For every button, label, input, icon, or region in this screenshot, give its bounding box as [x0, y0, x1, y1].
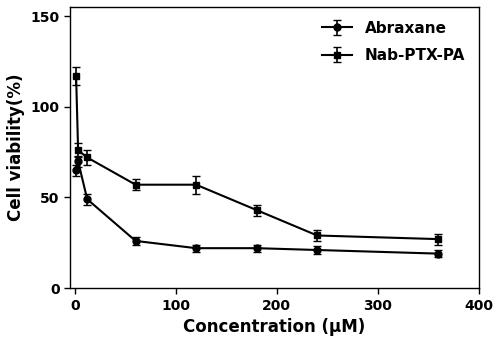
X-axis label: Concentration (μM): Concentration (μM) [183, 318, 366, 336]
Legend: Abraxane, Nab-PTX-PA: Abraxane, Nab-PTX-PA [316, 15, 471, 69]
Y-axis label: Cell viability(%): Cell viability(%) [7, 74, 25, 221]
